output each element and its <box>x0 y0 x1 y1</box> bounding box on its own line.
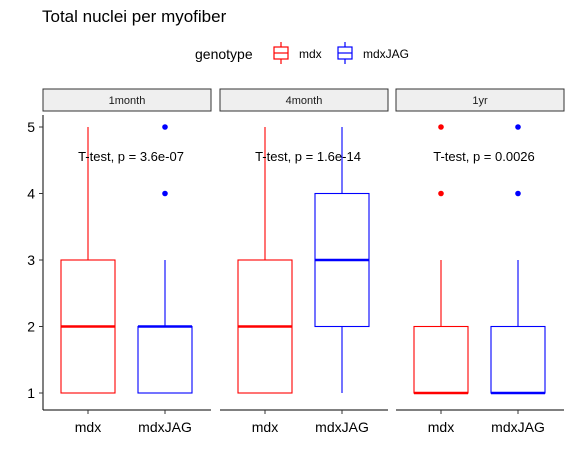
ttest-annotation: T-test, p = 3.6e-07 <box>78 149 184 164</box>
outlier-point <box>162 190 168 197</box>
y-tick-label: 2 <box>27 319 35 335</box>
y-axis: 1 2 3 4 5 <box>27 115 44 410</box>
facet-strip-label: 4month <box>286 95 323 107</box>
panel-1yr: 1yr mdx mdxJAG T-test, p = 0.0026 <box>395 88 565 435</box>
panel-4month: 4month mdx mdxJAG T-test, p = 1.6e-14 <box>219 88 389 435</box>
outlier-point <box>515 190 521 197</box>
outlier-point <box>438 124 444 130</box>
x-tick-label: mdx <box>75 419 101 435</box>
y-tick-label: 1 <box>27 385 35 401</box>
box-mdx <box>413 124 469 395</box>
ttest-annotation: T-test, p = 1.6e-14 <box>255 149 361 164</box>
facet-strip <box>42 88 212 112</box>
outlier-point <box>438 190 444 197</box>
legend: genotype mdx mdxJAG <box>195 42 409 64</box>
box-mdxJAG <box>314 127 370 393</box>
y-tick-label: 3 <box>27 252 35 268</box>
panel-1month: 1month mdx mdxJAG T-test, p = 3.6e-07 <box>42 88 212 435</box>
box-iqr <box>137 325 193 394</box>
outlier-point <box>162 124 168 130</box>
x-tick-label: mdx <box>252 419 278 435</box>
x-tick-label: mdx <box>428 419 454 435</box>
ttest-annotation: T-test, p = 0.0026 <box>433 149 535 164</box>
facet-strip <box>219 88 389 112</box>
legend-label: mdxJAG <box>363 47 409 61</box>
box-iqr <box>490 325 546 394</box>
box-mdx <box>60 127 116 394</box>
box-iqr <box>413 325 469 394</box>
x-tick-label: mdxJAG <box>315 419 369 435</box>
facet-panels: 1month mdx mdxJAG T-test, p = 3.6e-07 4month… <box>42 88 565 435</box>
legend-key-mdxJAG <box>337 42 353 64</box>
outlier-point <box>515 124 521 130</box>
y-tick-label: 4 <box>27 186 35 202</box>
facet-strip-label: 1month <box>109 95 146 107</box>
legend-label: mdx <box>299 47 322 61</box>
x-tick-label: mdxJAG <box>138 419 192 435</box>
legend-key-mdx <box>273 42 289 64</box>
chart-title: Total nuclei per myofiber <box>42 7 227 26</box>
box-mdx <box>237 127 293 394</box>
x-tick-label: mdxJAG <box>491 419 545 435</box>
facet-strip-label: 1yr <box>472 95 488 107</box>
facet-strip <box>395 88 565 112</box>
box-mdxJAG <box>490 124 546 395</box>
y-tick-label: 5 <box>27 119 35 135</box>
box-mdxJAG <box>137 124 193 394</box>
legend-title: genotype <box>195 46 253 62</box>
